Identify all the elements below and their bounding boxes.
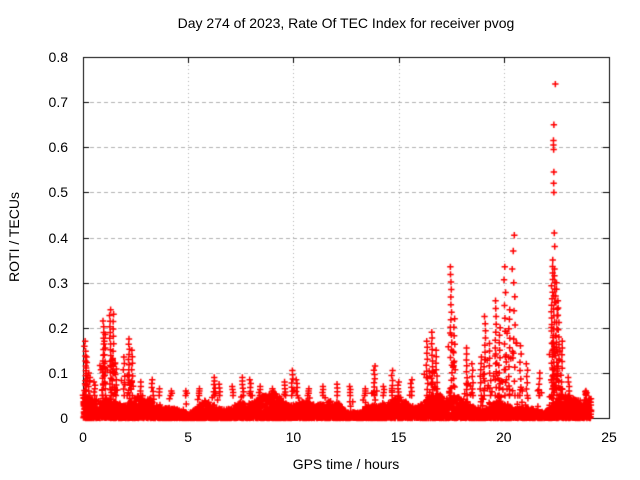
y-tick-label: 0	[60, 410, 68, 426]
x-tick-label: 0	[79, 429, 87, 445]
x-tick-label: 10	[285, 429, 302, 445]
y-tick-label: 0.6	[48, 139, 68, 156]
y-tick-label: 0.3	[48, 274, 68, 291]
y-tick-label: 0.1	[48, 364, 68, 381]
y-tick-label: 0.2	[48, 319, 68, 336]
y-tick-label: 0.8	[48, 49, 68, 65]
y-tick-label: 0.5	[48, 184, 68, 201]
y-tick-label: 0.4	[48, 229, 68, 246]
x-tick-label: 5	[184, 429, 193, 445]
x-tick-label: 20	[496, 429, 512, 445]
y-tick-label: 0.7	[48, 94, 68, 111]
chart-title: Day 274 of 2023, Rate Of TEC Index for r…	[177, 15, 515, 31]
x-axis-label: GPS time / hours	[292, 456, 400, 472]
x-tick-label: 25	[601, 429, 617, 445]
x-tick-label: 15	[390, 429, 407, 445]
